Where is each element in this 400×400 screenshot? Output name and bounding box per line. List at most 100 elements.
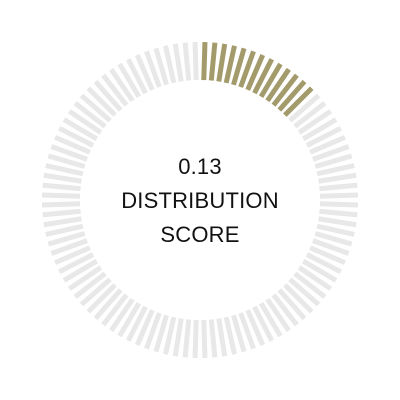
gauge-tick-empty: [134, 309, 155, 347]
gauge-tick-empty: [144, 312, 162, 350]
gauge-tick-empty: [109, 67, 135, 103]
gauge-tick-empty: [316, 163, 355, 177]
gauge-tick-empty: [62, 258, 98, 283]
gauge-tick-empty: [50, 238, 88, 256]
gauge-tick-empty: [47, 231, 86, 247]
gauge-tick-filled: [238, 50, 256, 88]
gauge-tick-empty: [73, 101, 107, 129]
gauge-tick-empty: [271, 293, 299, 327]
gauge-tick-empty: [192, 42, 199, 81]
gauge-tick-empty: [309, 134, 347, 155]
gauge-tick-empty: [297, 109, 333, 135]
gauge-tick-empty: [302, 117, 338, 142]
gauge-tick-empty: [163, 316, 177, 355]
gauge-tick-empty: [43, 216, 82, 228]
gauge-tick-empty: [153, 47, 169, 86]
gauge-tick-filled: [265, 67, 291, 103]
gauge-tick-empty: [163, 45, 177, 84]
gauge-tick-filled: [216, 43, 228, 82]
gauge-tick-filled: [277, 79, 307, 112]
gauge-tick-empty: [277, 288, 307, 321]
gauge-label: 0.13 DISTRIBUTION SCORE: [0, 150, 400, 252]
gauge-tick-empty: [153, 314, 169, 353]
gauge-tick-empty: [42, 182, 81, 192]
gauge-tick-empty: [293, 101, 327, 129]
gauge-tick-empty: [319, 208, 358, 218]
gauge-tick-empty: [309, 245, 347, 266]
gauge-tick-empty: [252, 305, 274, 342]
gauge-tick-empty: [182, 319, 192, 358]
gauge-tick-empty: [318, 172, 357, 184]
gauge-tick-empty: [192, 319, 199, 358]
gauge-tick-filled: [283, 86, 314, 117]
gauge-tick-empty: [126, 305, 148, 342]
gauge-tick-filled: [252, 58, 274, 95]
gauge-tick-empty: [172, 43, 184, 82]
gauge-tick-empty: [182, 42, 192, 81]
gauge-tick-empty: [45, 163, 84, 177]
gauge-tick-empty: [101, 73, 129, 107]
gauge-tick-empty: [293, 271, 327, 299]
gauge-tick-empty: [45, 223, 84, 237]
gauge-tick-empty: [319, 182, 358, 192]
gauge-tick-empty: [305, 126, 342, 148]
gauge-tick-empty: [144, 50, 162, 88]
gauge-tick-filled: [271, 73, 299, 107]
gauge-tick-empty: [201, 319, 208, 358]
gauge-tick-empty: [312, 238, 350, 256]
gauge-tick-empty: [42, 208, 81, 218]
gauge-tick-empty: [288, 93, 321, 123]
gauge-tick-empty: [79, 277, 112, 307]
gauge-tick-empty: [47, 153, 86, 169]
gauge-tick-empty: [50, 144, 88, 162]
gauge-tick-empty: [117, 302, 142, 338]
gauge-tick-empty: [318, 216, 357, 228]
gauge-tick-empty: [86, 86, 117, 117]
gauge-tick-empty: [316, 223, 355, 237]
gauge-tick-empty: [101, 293, 129, 327]
gauge-tick-empty: [126, 58, 148, 95]
gauge-tick-empty: [314, 153, 353, 169]
gauge-tick-empty: [245, 309, 266, 347]
gauge-tick-empty: [109, 297, 135, 333]
gauge-tick-empty: [302, 258, 338, 283]
gauge-tick-empty: [216, 318, 228, 357]
gauge-tick-empty: [265, 297, 291, 333]
gauge-tick-empty: [223, 316, 237, 355]
gauge-tick-filled: [223, 45, 237, 84]
gauge-tick-empty: [58, 126, 95, 148]
gauge-tick-empty: [93, 288, 123, 321]
gauge-tick-empty: [208, 319, 218, 358]
gauge-tick-empty: [319, 201, 358, 208]
gauge-tick-empty: [238, 312, 256, 350]
gauge-tick-empty: [67, 265, 103, 291]
gauge-tick-empty: [42, 192, 81, 199]
gauge-tick-filled: [201, 42, 208, 81]
gauge-label-line1: DISTRIBUTION: [121, 188, 279, 213]
gauge-tick-empty: [53, 134, 91, 155]
gauge-label-line2: SCORE: [160, 222, 240, 247]
gauge-tick-empty: [43, 172, 82, 184]
gauge-tick-empty: [53, 245, 91, 266]
gauge-tick-filled: [208, 42, 218, 81]
gauge-tick-empty: [86, 283, 117, 314]
gauge-tick-empty: [258, 302, 283, 338]
gauge-value: 0.13: [178, 154, 222, 179]
gauge-tick-empty: [79, 93, 112, 123]
gauge-tick-empty: [172, 318, 184, 357]
gauge-tick-empty: [73, 271, 107, 299]
gauge-tick-filled: [258, 62, 283, 98]
gauge-tick-empty: [305, 252, 342, 274]
gauge-tick-filled: [245, 53, 266, 91]
gauge-tick-empty: [314, 231, 353, 247]
gauge-tick-empty: [134, 53, 155, 91]
gauge-tick-empty: [231, 314, 247, 353]
gauge-tick-empty: [58, 252, 95, 274]
gauge-tick-empty: [283, 283, 314, 314]
gauge-tick-empty: [312, 144, 350, 162]
gauge-tick-empty: [288, 277, 321, 307]
gauge-tick-empty: [42, 201, 81, 208]
gauge-tick-empty: [62, 117, 98, 142]
